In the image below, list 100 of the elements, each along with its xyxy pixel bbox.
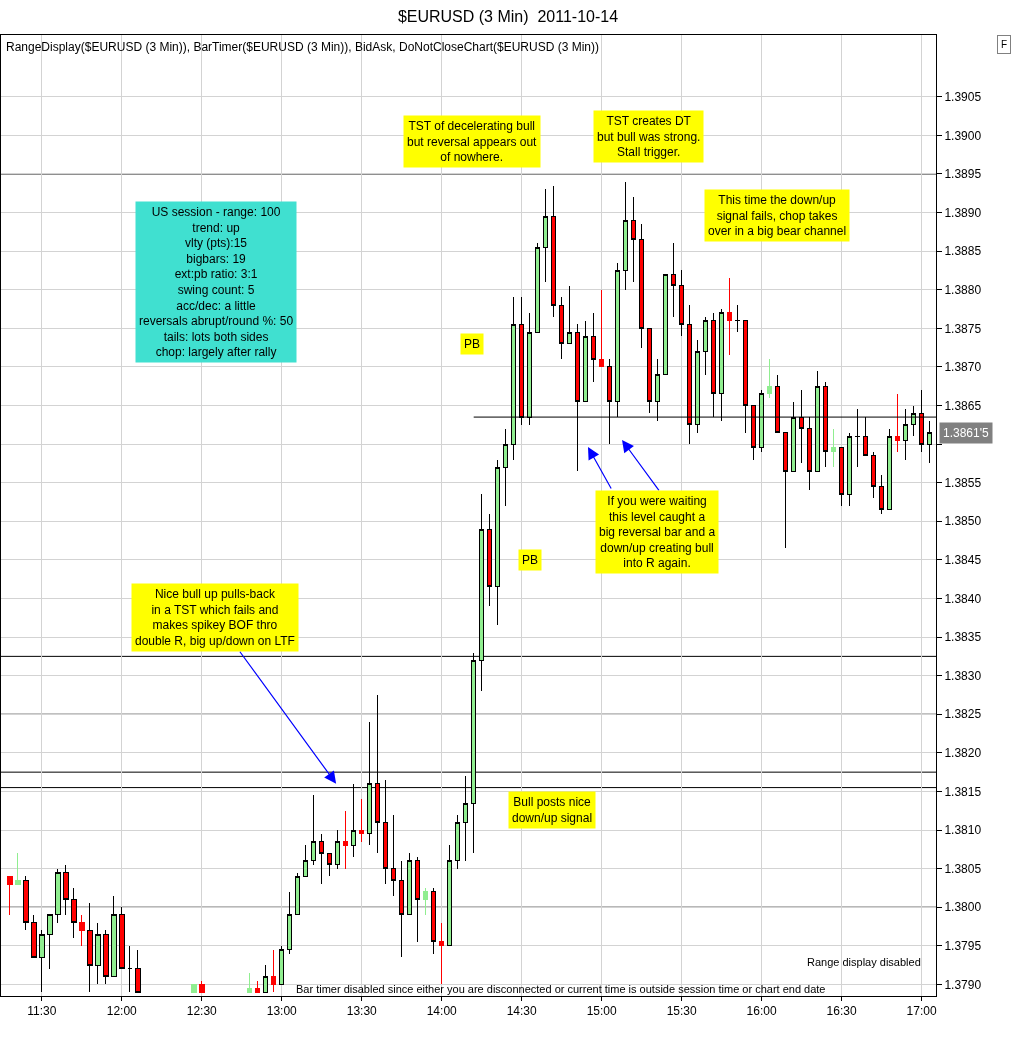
annotation: Bull posts nice down/up signal <box>512 795 593 825</box>
y-tick-label: 1.3870 <box>944 360 982 375</box>
candlestick <box>414 856 421 943</box>
text: 1.3861'5 <box>943 426 989 440</box>
candlestick <box>295 872 301 916</box>
candlestick <box>894 393 901 453</box>
candlestick <box>31 914 37 958</box>
y-tick-label: 1.3810 <box>944 823 982 838</box>
y-tick-label: 1.3840 <box>944 591 982 606</box>
x-tick-label: 16:30 <box>826 1004 857 1019</box>
candlestick <box>191 983 197 993</box>
y-tick-label: 1.3880 <box>944 282 982 297</box>
candlestick <box>702 316 709 376</box>
candlestick <box>127 945 133 993</box>
candlestick <box>47 914 53 970</box>
candlestick <box>15 852 21 885</box>
candlestick <box>846 432 853 507</box>
candlestick <box>886 428 893 511</box>
candlestick <box>406 852 413 916</box>
candlestick <box>310 794 317 866</box>
candlestick <box>318 833 325 885</box>
candlestick <box>622 181 629 291</box>
y-tick-label: 1.3845 <box>944 553 982 568</box>
candlestick <box>550 185 557 318</box>
candlestick <box>670 242 677 318</box>
y-tick-label: 1.3835 <box>944 630 982 645</box>
x-tick-label: 12:30 <box>186 1004 218 1019</box>
x-tick-label: 16:00 <box>746 1004 777 1019</box>
candlestick <box>23 875 29 931</box>
annotation: TST of decelerating bull but reversal appears out of nowhere. <box>407 119 538 165</box>
candlestick <box>87 902 93 993</box>
annotation: TST creates DT but bull was strong. Stall trigger. <box>597 114 701 160</box>
x-tick-label: 17:00 <box>906 1004 937 1019</box>
candlestick <box>446 844 453 947</box>
y-tick-label: 1.3850 <box>944 514 982 529</box>
y-tick-label: 1.3875 <box>944 321 982 336</box>
text: F <box>1001 39 1008 50</box>
y-tick-label: 1.3805 <box>944 861 982 876</box>
candlestick <box>390 814 397 897</box>
y-tick-label: 1.3885 <box>944 244 982 259</box>
candlestick <box>119 906 125 970</box>
candlestick <box>486 513 493 607</box>
y-tick-label: 1.3905 <box>944 89 982 104</box>
annotation: Bar timer disabled since either you are disconnected or current time is outside session time or chart end date <box>296 983 826 995</box>
candlestick <box>255 980 261 993</box>
annotation: If you were waiting this level caught a big reversal bar and a down/up creating bull into R again. <box>599 494 716 571</box>
candlestick <box>678 269 685 337</box>
candlestick <box>398 860 405 958</box>
y-tick-label: 1.3820 <box>944 746 982 761</box>
annotation: Range display disabled <box>807 956 921 968</box>
y-tick-label: 1.3830 <box>944 668 982 683</box>
candlestick <box>103 929 109 985</box>
y-tick-label: 1.3825 <box>944 707 982 722</box>
candlestick <box>271 949 277 993</box>
y-tick-label: 1.3790 <box>944 977 982 992</box>
candlestick <box>71 887 77 939</box>
y-tick-label: 1.3865 <box>944 398 982 413</box>
candlestick <box>662 273 669 376</box>
x-tick-label: 11:30 <box>27 1004 57 1019</box>
candlestick <box>63 864 69 916</box>
candlestick <box>870 451 877 499</box>
candlestick <box>590 312 597 383</box>
y-tick-label: 1.3900 <box>944 128 982 143</box>
chart-subtitle: RangeDisplay($EURUSD (3 Min)), BarTimer($EURUSD (3 Min)), BidAsk, DoNotCloseChart($EURUSD (3 Min)) <box>6 40 600 54</box>
x-tick-label: 12:00 <box>106 1004 138 1019</box>
candlestick <box>358 798 365 843</box>
candlestick <box>566 285 573 345</box>
x-tick-label: 14:00 <box>426 1004 458 1019</box>
candlestick <box>7 875 13 916</box>
candlestick <box>494 459 501 626</box>
candlestick <box>111 895 117 978</box>
y-tick-label: 1.3815 <box>944 784 982 799</box>
candlestick <box>926 420 933 464</box>
candlestick <box>646 327 653 414</box>
candlestick <box>334 829 341 870</box>
candlestick <box>263 964 269 993</box>
candlestick <box>39 929 45 993</box>
chart-title: $EURUSD (3 Min) 2011-10-14 <box>397 7 619 25</box>
candlestick <box>95 922 101 985</box>
candlestick <box>542 188 549 283</box>
candlestick <box>582 320 589 403</box>
candlestick <box>199 980 205 993</box>
candlestick <box>326 852 333 877</box>
candlestick <box>630 196 637 283</box>
candlestick <box>247 972 253 993</box>
candlestick <box>287 891 293 955</box>
candlestick <box>422 887 429 916</box>
candlestick <box>135 949 141 993</box>
candlestick <box>766 358 773 399</box>
candlestick <box>79 914 85 947</box>
candlestick <box>534 242 541 333</box>
x-tick-label: 13:00 <box>266 1004 298 1019</box>
candlestick <box>638 223 645 349</box>
x-tick-label: 15:00 <box>586 1004 618 1019</box>
y-tick-label: 1.3855 <box>944 475 982 490</box>
x-tick-label: 13:30 <box>346 1004 378 1019</box>
y-tick-label: 1.3890 <box>944 205 982 220</box>
text: US session - range: 100 trend: up vlty (pts):15 bigbars: 19 ext:pb ratio: 3:1 swing count: 5 acc/dec: a little reversals abrupt/round %: 50 tails: lots both sides chop: largely after rally <box>139 205 294 360</box>
candlestick <box>55 868 61 924</box>
candlestick <box>279 945 285 985</box>
